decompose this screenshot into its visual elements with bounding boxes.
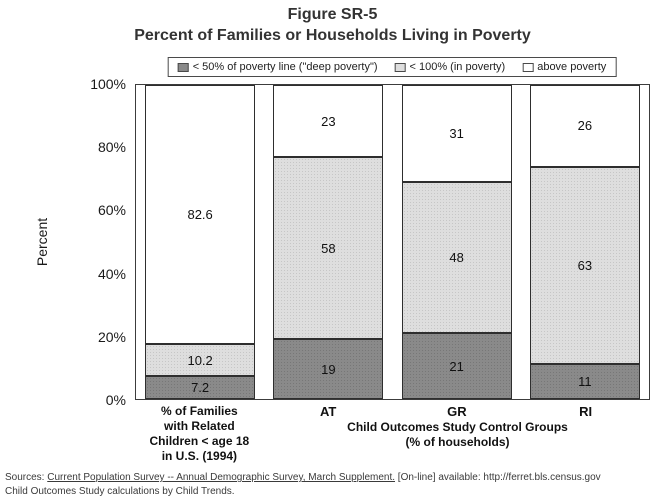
x-axis-labels: % of Families with Related Children < age …	[135, 404, 650, 464]
y-axis-title: Percent	[34, 217, 50, 267]
sources-citation: Current Population Survey -- Annual Demo…	[47, 472, 396, 483]
sources-line1: Sources: Current Population Survey -- An…	[5, 471, 660, 485]
chart-title: Figure SR-5 Percent of Families or House…	[0, 4, 665, 46]
bar-value-label: 82.6	[187, 207, 213, 223]
y-tick-label: 0%	[105, 392, 126, 408]
x-axis-group-label-line1: Child Outcomes Study Control Groups	[347, 420, 568, 434]
x-axis-group-label: Child Outcomes Study Control Groups (% o…	[264, 420, 651, 450]
bar-value-label: 21	[449, 358, 464, 374]
bar-segment: 21	[401, 333, 512, 399]
x-tick-label-line: AT	[319, 404, 337, 419]
legend-label: above poverty	[537, 61, 607, 73]
x-tick-label: AT	[264, 404, 393, 419]
bar-segment: 26	[529, 85, 640, 167]
plot-area: 7.2 10.2 82.6 19 58 23 21 48 31 11 63 26	[135, 84, 650, 400]
bar-segment: 48	[401, 182, 512, 334]
bar-segment: 10.2	[145, 344, 256, 377]
bar-value-label: 48	[449, 250, 464, 266]
x-tick-label-line: % of Families	[161, 404, 238, 418]
legend-swatch-icon	[522, 62, 534, 72]
stacked-bar: 11 63 26	[529, 85, 640, 399]
bar-value-label: 19	[321, 361, 336, 377]
sources-line2: Child Outcomes Study calculations by Chi…	[5, 485, 235, 497]
x-tick-label: RI	[521, 404, 650, 419]
bar-segment: 23	[273, 85, 384, 158]
legend-label: < 50% of poverty line ("deep poverty")	[192, 61, 378, 73]
y-axis-tick-labels: 0% 20% 40% 60% 80% 100%	[62, 76, 126, 408]
x-tick-label-line: RI	[579, 404, 593, 419]
legend-swatch-icon	[394, 62, 406, 72]
y-tick-label: 100%	[90, 76, 126, 92]
legend-item: above poverty	[522, 61, 606, 73]
bar-segment: 82.6	[145, 85, 256, 345]
x-tick-label-line: with Related	[164, 419, 235, 433]
legend-item: < 50% of poverty line ("deep poverty")	[177, 61, 378, 73]
y-tick-label: 80%	[97, 139, 126, 156]
x-tick-label-line: Children < age 18	[149, 434, 250, 448]
bar-segment: 19	[273, 339, 384, 399]
stacked-bar: 19 58 23	[273, 85, 384, 399]
bar-segment: 63	[529, 166, 640, 365]
x-tick-label-line: in U.S. (1994)	[161, 449, 238, 463]
stacked-bar: 21 48 31	[401, 85, 512, 399]
bar-slot: 11 63 26	[521, 85, 649, 399]
legend-item: < 100% (in poverty)	[394, 61, 506, 73]
legend: < 50% of poverty line ("deep poverty") < …	[167, 57, 617, 77]
legend-swatch-icon	[177, 62, 189, 72]
sources-availability: [On-line] available: http://ferret.bls.c…	[395, 472, 601, 483]
stacked-bar: 7.2 10.2 82.6	[145, 85, 256, 399]
bar-segment: 58	[273, 157, 384, 340]
bar-value-label: 26	[577, 118, 593, 134]
chart-title-line2: Percent of Families or Households Living…	[134, 27, 531, 44]
sources-prefix: Sources:	[5, 472, 48, 483]
bar-segment: 11	[529, 364, 640, 399]
y-tick-label: 40%	[97, 265, 126, 282]
y-tick-label: 60%	[97, 202, 126, 219]
x-tick-label: % of Families with Related Children < age …	[135, 404, 264, 464]
x-tick-label-line: GR	[447, 404, 467, 419]
bar-value-label: 11	[578, 374, 592, 390]
bar-segment: 31	[401, 85, 512, 183]
sources-note: Sources: Current Population Survey -- An…	[5, 471, 660, 498]
bar-slot: 21 48 31	[393, 85, 521, 399]
bar-value-label: 63	[577, 258, 593, 274]
bar-slot: 7.2 10.2 82.6	[136, 85, 264, 399]
x-tick-label: GR	[393, 404, 522, 419]
bar-segment: 7.2	[145, 376, 256, 399]
legend-label: < 100% (in poverty)	[409, 61, 506, 73]
bar-value-label: 10.2	[187, 352, 213, 368]
bar-value-label: 31	[449, 126, 464, 142]
y-tick-label: 20%	[97, 328, 126, 345]
bar-value-label: 58	[321, 240, 336, 256]
bar-slot: 19 58 23	[264, 85, 392, 399]
bar-value-label: 23	[321, 113, 336, 129]
bar-value-label: 7.2	[191, 380, 210, 396]
chart-title-line1: Figure SR-5	[287, 6, 378, 23]
x-axis-group-label-line2: (% of households)	[405, 435, 510, 449]
